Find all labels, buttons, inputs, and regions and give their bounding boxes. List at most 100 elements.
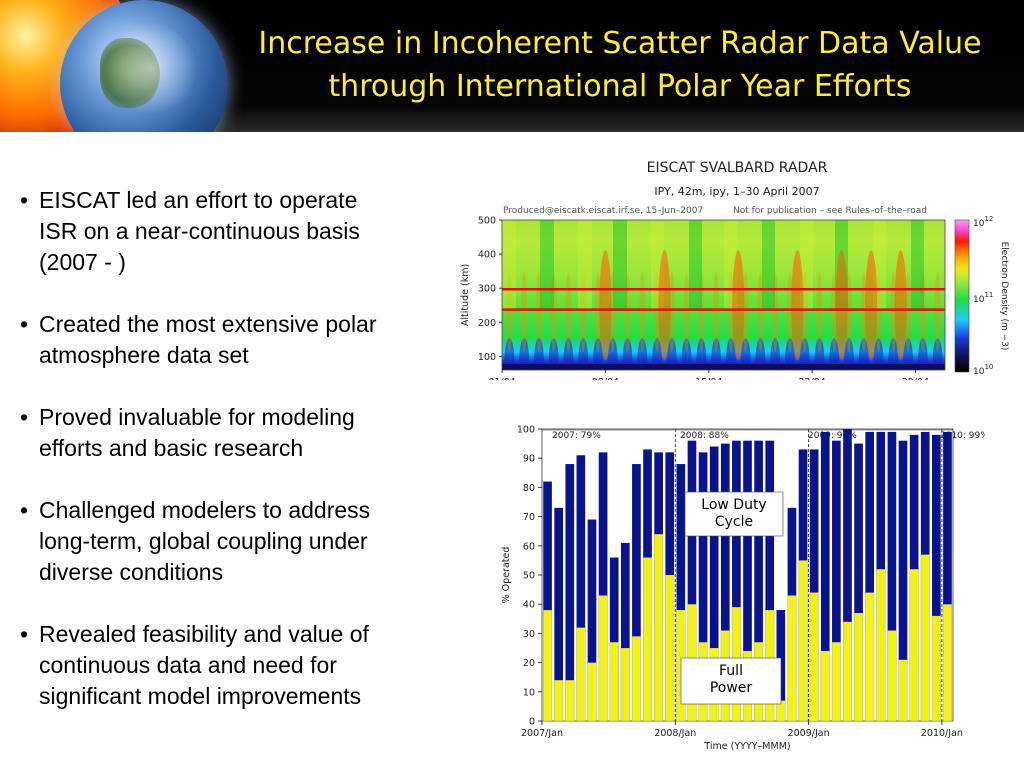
daily-peak-mark (594, 272, 601, 353)
density-streak (726, 220, 727, 310)
density-streak (772, 220, 773, 310)
density-streak (836, 220, 837, 310)
daily-trough-mark (578, 338, 589, 370)
daily-trough-mark (548, 338, 559, 370)
density-streak (619, 220, 620, 310)
density-streak (806, 220, 807, 310)
daily-peak-mark (580, 272, 587, 353)
density-streak (732, 220, 733, 310)
year-percent-label: 2009: 94% (808, 431, 857, 441)
density-streak (618, 220, 619, 310)
density-streak (690, 220, 691, 310)
density-streak (507, 220, 508, 310)
bar-low-duty-cycle (632, 464, 641, 637)
bar-full-power (909, 568, 919, 722)
daily-trough-mark (740, 338, 751, 370)
density-streak (585, 220, 586, 310)
density-streak (801, 220, 802, 310)
heatmap-producer-note: Produced@eiscatk.eiscat.irf.se, 15–Jun–2… (503, 206, 703, 216)
operation-bar-chart: 2007: 79% 2008: 88% 2009: 94% 2010: 99% 0 10 2… (501, 425, 985, 751)
density-streak (652, 220, 653, 310)
bar-full-power (854, 612, 864, 722)
daily-trough-mark (519, 338, 530, 370)
bar-full-power (620, 647, 630, 722)
daily-trough-mark (504, 338, 515, 370)
density-streak (884, 220, 885, 310)
bar-xtick-label: 2008/Jan (654, 728, 696, 739)
bar-full-power (787, 595, 797, 722)
density-streak (653, 220, 654, 310)
density-streak (733, 220, 734, 310)
heatmap-xtick-label: 01/04 (488, 377, 515, 380)
density-streak (544, 220, 545, 310)
density-streak (731, 220, 732, 310)
density-streak (879, 220, 880, 310)
density-streak (724, 220, 725, 310)
bar-full-power (642, 557, 653, 722)
bullet-line: Challenged modelers to address (39, 497, 371, 523)
bullet-item: Proved invaluable for modeling efforts an… (20, 402, 465, 464)
bar-ytick-label: 60 (523, 541, 535, 552)
heatmap-subtitle: IPY, 42m, ipy, 1–30 April 2007 (654, 185, 819, 198)
density-streak (885, 220, 886, 310)
daily-peak-mark (713, 272, 720, 353)
density-streak (591, 220, 592, 310)
bullet-line: atmosphere data set (39, 342, 249, 368)
density-streak (913, 220, 914, 310)
heatmap-low-band (502, 364, 945, 370)
density-streak (769, 220, 770, 310)
density-streak (767, 220, 768, 310)
bar-low-duty-cycle (776, 610, 786, 701)
density-burst (835, 250, 848, 361)
density-burst (865, 250, 878, 361)
bullet-line: EISCAT led an effort to operate (39, 187, 358, 213)
density-streak (503, 220, 504, 310)
density-streak (588, 220, 589, 310)
bar-low-duty-cycle (620, 542, 630, 648)
bar-full-power (820, 650, 830, 722)
density-streak (693, 220, 694, 310)
daily-peak-mark (668, 272, 675, 353)
heatmap-publication-note: Not for publication – see Rules–of–the–r… (733, 206, 927, 216)
density-streak (880, 220, 881, 310)
daily-peak-mark (624, 272, 631, 353)
density-streak (656, 220, 657, 310)
bar-ytick-label: 100 (517, 425, 535, 436)
density-streak (545, 220, 546, 310)
density-streak (689, 220, 690, 310)
bullet-line: Revealed feasibility and value of (39, 621, 369, 647)
bar-full-power (876, 568, 886, 722)
annotation-box (680, 657, 782, 705)
density-streak (541, 220, 542, 310)
slide-title: Increase in Incoherent Scatter Radar Dat… (225, 22, 1015, 108)
bar-full-power (798, 560, 808, 722)
density-streak (615, 220, 616, 310)
daily-trough-mark (592, 338, 603, 370)
earth-cloud-highlight (80, 20, 200, 132)
daily-peak-mark (683, 272, 690, 353)
density-streak (697, 220, 698, 310)
density-streak (882, 220, 883, 310)
daily-peak-mark (831, 272, 838, 353)
bar-ytick-label: 10 (523, 687, 535, 698)
density-streak (699, 220, 700, 310)
density-streak (581, 220, 582, 310)
colorbar-tick-exponent: 12 (984, 215, 993, 223)
density-streak (578, 220, 579, 310)
daily-peak-mark (742, 272, 749, 353)
daily-trough-mark (725, 338, 736, 370)
daily-trough-mark (858, 338, 869, 370)
density-streak (729, 220, 730, 310)
heatmap-ytick-label: 100 (478, 352, 496, 363)
density-streak (659, 220, 660, 310)
bar-full-power (609, 641, 619, 722)
density-streak (725, 220, 726, 310)
bar-low-duty-cycle (598, 452, 608, 596)
density-streak (509, 220, 510, 310)
density-streak (923, 220, 924, 310)
bar-full-power (665, 574, 675, 722)
density-streak (553, 220, 554, 310)
heatmap-ytick-label: 300 (478, 284, 496, 295)
density-streak (835, 220, 836, 310)
density-streak (807, 220, 808, 310)
